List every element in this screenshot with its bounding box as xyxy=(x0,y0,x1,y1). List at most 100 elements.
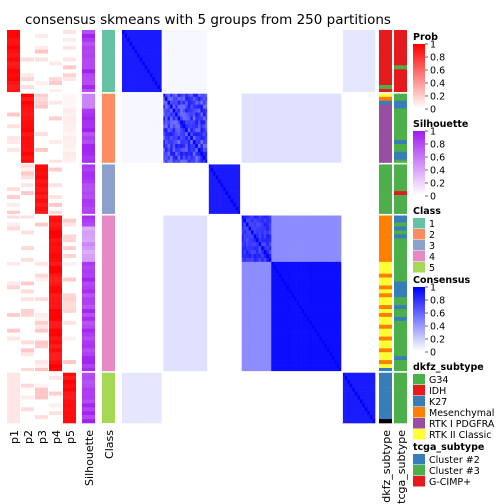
consensus-cell xyxy=(339,332,343,337)
consensus-cell xyxy=(319,159,323,164)
silhouette-cell xyxy=(82,45,95,50)
consensus-cell xyxy=(175,37,178,43)
consensus-cell xyxy=(324,104,328,109)
consensus-cell xyxy=(165,155,168,160)
prob-cell xyxy=(21,73,34,78)
consensus-cell xyxy=(238,187,242,192)
consensus-cell xyxy=(281,265,285,271)
consensus-cell xyxy=(283,348,287,353)
consensus-cell xyxy=(200,159,204,164)
consensus-cell xyxy=(172,140,176,145)
consensus-cell xyxy=(152,108,156,113)
prob-cell xyxy=(35,395,48,400)
consensus-cell xyxy=(329,124,333,129)
prob-cell xyxy=(21,246,34,251)
consensus-cell xyxy=(190,136,194,141)
consensus-cell xyxy=(314,257,318,263)
consensus-cell xyxy=(354,30,358,35)
consensus-cell xyxy=(245,132,249,137)
consensus-cell xyxy=(294,104,297,109)
consensus-cell xyxy=(127,53,130,58)
consensus-cell xyxy=(215,179,219,184)
consensus-cell xyxy=(261,128,264,133)
consensus-cell xyxy=(278,297,282,302)
consensus-cell xyxy=(197,269,201,274)
consensus-cell xyxy=(273,340,277,345)
consensus-cell xyxy=(309,120,313,125)
consensus-cell xyxy=(134,92,138,98)
silhouette-cell xyxy=(82,167,95,172)
consensus-cell xyxy=(276,92,280,98)
consensus-cell xyxy=(190,269,194,274)
consensus-cell xyxy=(329,269,333,274)
consensus-cell xyxy=(331,316,335,322)
consensus-cell xyxy=(122,128,125,133)
consensus-cell xyxy=(319,328,323,333)
consensus-cell xyxy=(122,116,125,121)
silhouette-cell xyxy=(82,297,95,302)
consensus-cell xyxy=(177,124,181,129)
consensus-cell xyxy=(245,316,249,322)
consensus-cell xyxy=(190,41,194,47)
consensus-cell xyxy=(195,273,199,278)
silhouette-cell xyxy=(82,379,95,384)
prob-cell xyxy=(35,147,48,153)
consensus-cell xyxy=(258,159,262,164)
consensus-cell xyxy=(263,254,267,259)
consensus-cell xyxy=(190,143,194,149)
consensus-cell xyxy=(352,73,356,78)
consensus-cell xyxy=(195,92,199,98)
consensus-cell xyxy=(304,155,307,160)
consensus-cell xyxy=(263,104,267,109)
consensus-cell xyxy=(316,108,320,113)
consensus-cell xyxy=(182,112,186,117)
prob-cell xyxy=(35,238,48,243)
consensus-cell xyxy=(299,151,302,157)
consensus-cell xyxy=(187,37,191,43)
consensus-cell xyxy=(182,250,186,255)
consensus-cell xyxy=(319,218,323,223)
consensus-cell xyxy=(154,81,158,86)
consensus-cell xyxy=(147,92,151,98)
consensus-cell xyxy=(245,273,249,278)
consensus-cell xyxy=(149,41,153,47)
consensus-cell xyxy=(243,320,247,326)
consensus-cell xyxy=(202,33,206,39)
consensus-cell xyxy=(299,348,302,353)
consensus-cell xyxy=(369,65,373,70)
prob-cell xyxy=(7,328,20,333)
consensus-cell xyxy=(137,81,141,86)
consensus-cell xyxy=(281,336,285,341)
consensus-cell xyxy=(326,324,330,329)
consensus-cell xyxy=(296,238,300,243)
consensus-cell xyxy=(251,305,254,310)
consensus-cell xyxy=(129,37,133,43)
prob-cell xyxy=(49,415,62,420)
consensus-cell xyxy=(354,81,358,86)
consensus-cell xyxy=(122,96,125,102)
consensus-cell xyxy=(139,69,143,74)
consensus-cell xyxy=(283,155,287,160)
consensus-cell xyxy=(299,281,302,286)
consensus-cell xyxy=(369,81,373,86)
consensus-cell xyxy=(170,242,173,247)
consensus-cell xyxy=(281,301,285,306)
consensus-cell xyxy=(177,238,181,243)
consensus-cell xyxy=(268,316,272,322)
consensus-cell xyxy=(134,151,138,157)
consensus-cell xyxy=(124,33,128,39)
consensus-cell xyxy=(306,218,310,223)
consensus-cell xyxy=(339,96,343,102)
consensus-cell xyxy=(208,202,211,208)
consensus-cell xyxy=(304,230,307,235)
consensus-cell xyxy=(197,340,201,345)
prob-cell xyxy=(49,108,62,113)
consensus-cell xyxy=(172,155,176,160)
consensus-cell xyxy=(324,285,328,290)
consensus-cell xyxy=(288,238,292,243)
consensus-cell xyxy=(243,124,247,129)
consensus-cell xyxy=(319,143,323,149)
consensus-cell xyxy=(177,85,181,90)
prob-cell xyxy=(21,112,34,117)
consensus-cell xyxy=(122,30,125,35)
